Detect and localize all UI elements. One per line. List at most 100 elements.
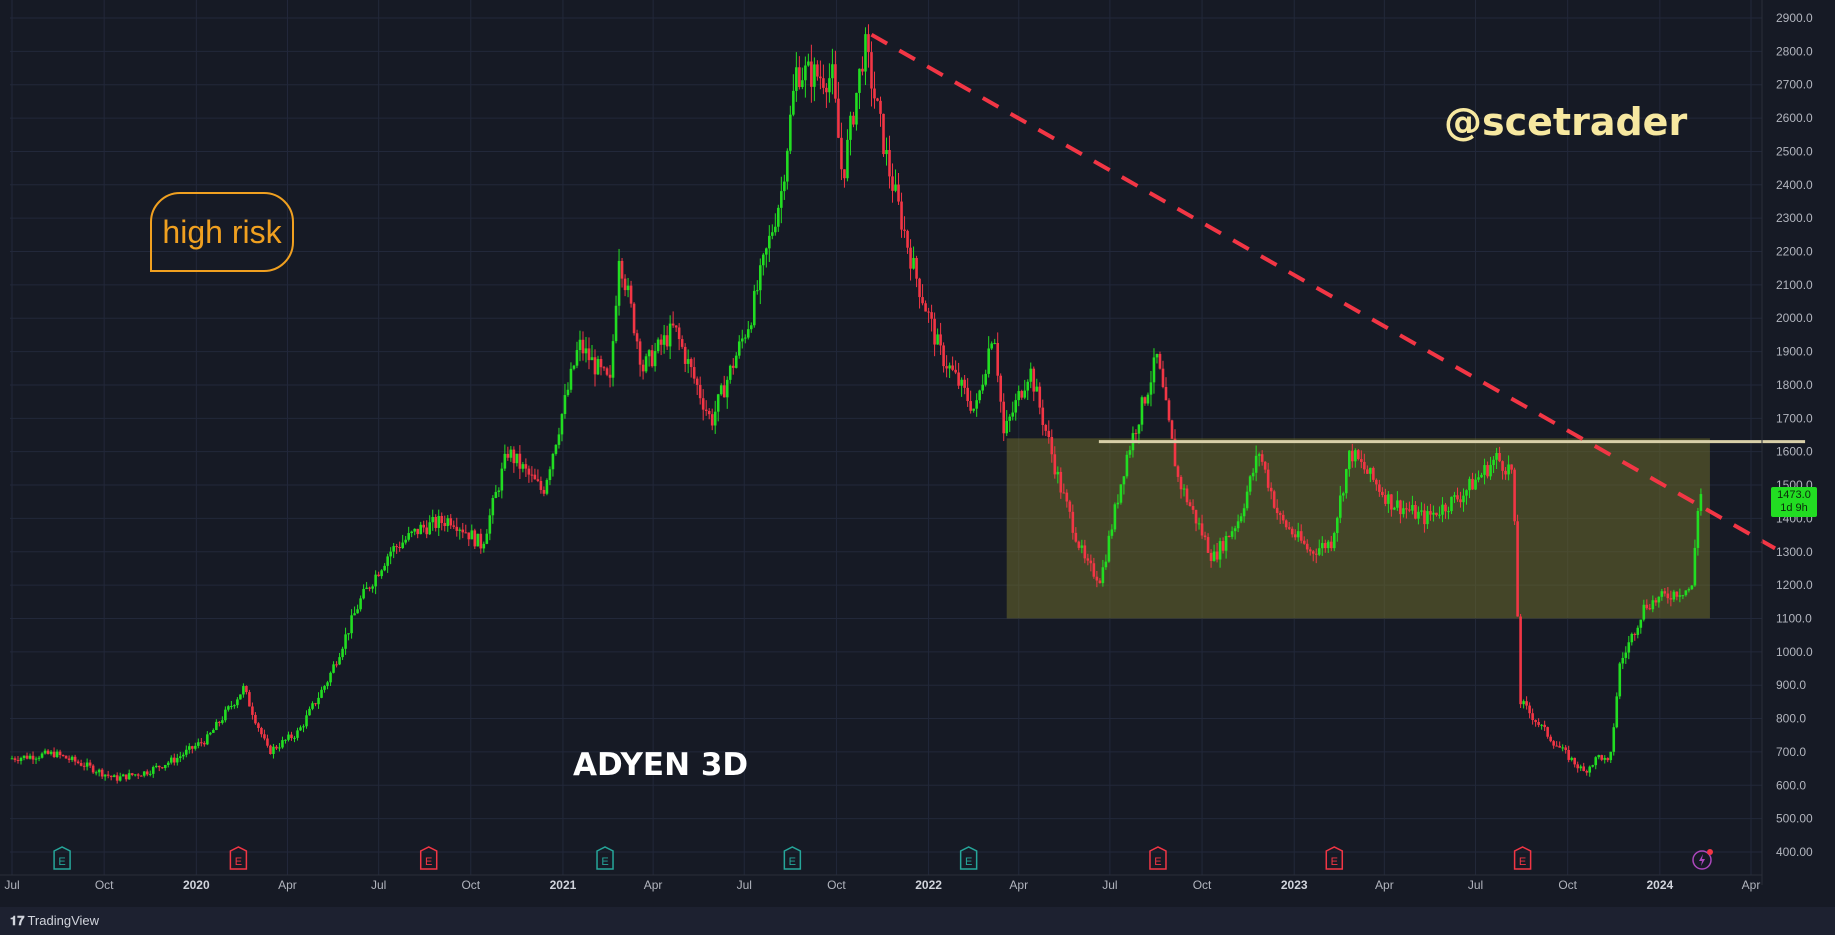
candle-body [536, 479, 540, 481]
candle-body [828, 78, 831, 93]
price-axis-label: 1600.0 [1776, 445, 1813, 459]
candle-body [903, 229, 906, 231]
candle-body [1552, 741, 1555, 746]
candle-body [40, 753, 44, 758]
candle-body [323, 686, 326, 690]
candle-body [795, 67, 798, 91]
candle-body [798, 67, 801, 88]
footer-bar [0, 907, 1835, 935]
candle-body [353, 613, 356, 616]
candle-body [1432, 512, 1435, 515]
candle-body [1447, 511, 1450, 513]
candle-body [509, 449, 513, 458]
candle-body [172, 757, 176, 763]
candle-body [491, 498, 495, 516]
candle-body [1534, 719, 1537, 723]
candle-body [1387, 494, 1390, 504]
tradingview-logo[interactable]: 𝟏𝟕 TradingView [10, 913, 99, 929]
candle-body [1041, 407, 1045, 425]
candle-body [455, 526, 459, 531]
candle-body [743, 337, 747, 339]
candle-body [918, 278, 921, 298]
candle-body [846, 139, 849, 179]
candle-body [461, 529, 465, 533]
candle-body [1471, 478, 1474, 490]
candle-body [64, 755, 68, 759]
time-axis-label: Oct [1193, 878, 1212, 892]
candle-body [1143, 397, 1147, 404]
candle-body [774, 226, 777, 233]
candle-body [1402, 508, 1405, 515]
candle-body [758, 265, 762, 291]
price-axis-label: 600.0 [1776, 778, 1806, 792]
time-axis-label: 2024 [1646, 878, 1673, 892]
time-axis-label: Jul [371, 878, 386, 892]
candle-body [1065, 492, 1069, 502]
candle-body [1489, 465, 1492, 477]
candle-body [900, 201, 903, 230]
range-box [1006, 438, 1710, 619]
candle-body [1017, 391, 1021, 401]
candle-body [783, 181, 786, 192]
candle-body [440, 516, 444, 524]
candle-body [1263, 461, 1267, 470]
candle-body [515, 453, 519, 464]
candle-body [719, 385, 723, 395]
candle-body [1164, 387, 1168, 401]
earnings-marker [596, 846, 614, 870]
candle-body [290, 734, 293, 739]
candle-body [419, 524, 423, 535]
time-axis-label: Apr [1009, 878, 1028, 892]
candle-body [1594, 757, 1598, 766]
candle-body [133, 774, 137, 776]
candle-body [831, 64, 834, 79]
candle-body [1140, 397, 1144, 425]
earnings-marker [229, 846, 248, 870]
candle-body [275, 746, 278, 749]
candle-body [88, 762, 92, 766]
candle-body [148, 773, 152, 775]
candle-body [278, 747, 281, 749]
candle-body [560, 414, 564, 435]
candle-body [293, 737, 296, 739]
candle-body [1588, 766, 1592, 773]
candle-body [206, 734, 209, 745]
candle-body [1068, 501, 1072, 512]
candle-body [166, 762, 170, 766]
candle-body [521, 464, 525, 469]
candle-body [1549, 736, 1552, 742]
candle-body [185, 749, 188, 755]
high-risk-callout[interactable]: high risk [150, 192, 294, 272]
candle-body [593, 357, 597, 375]
candle-body [695, 378, 699, 385]
candle-body [311, 703, 314, 709]
candle-body [79, 763, 83, 766]
candle-body [136, 774, 140, 776]
candle-body [840, 137, 843, 170]
candle-body [1699, 494, 1703, 511]
candle-body [263, 734, 266, 739]
candle-body [1116, 502, 1120, 505]
candle-body [1669, 598, 1673, 600]
candle-body [1363, 461, 1366, 470]
candle-body [734, 355, 738, 368]
candle-body [422, 524, 426, 528]
candle-body [1411, 504, 1414, 511]
candle-body [100, 769, 104, 777]
candle-body [1095, 576, 1099, 581]
candle-body [554, 444, 558, 454]
candle-body [1474, 479, 1477, 490]
candle-body [1293, 534, 1297, 538]
candle-body [1221, 541, 1225, 551]
candle-body [879, 100, 882, 114]
candle-body [1134, 433, 1138, 435]
candle-body [1179, 476, 1183, 490]
current-price-badge: 1473.0 1d 9h [1771, 487, 1817, 517]
candle-body [674, 325, 678, 328]
candle-body [1690, 585, 1694, 590]
candle-body [716, 394, 720, 412]
candle-body [1002, 401, 1006, 434]
candle-body [1654, 600, 1658, 603]
candle-body [1384, 495, 1387, 504]
